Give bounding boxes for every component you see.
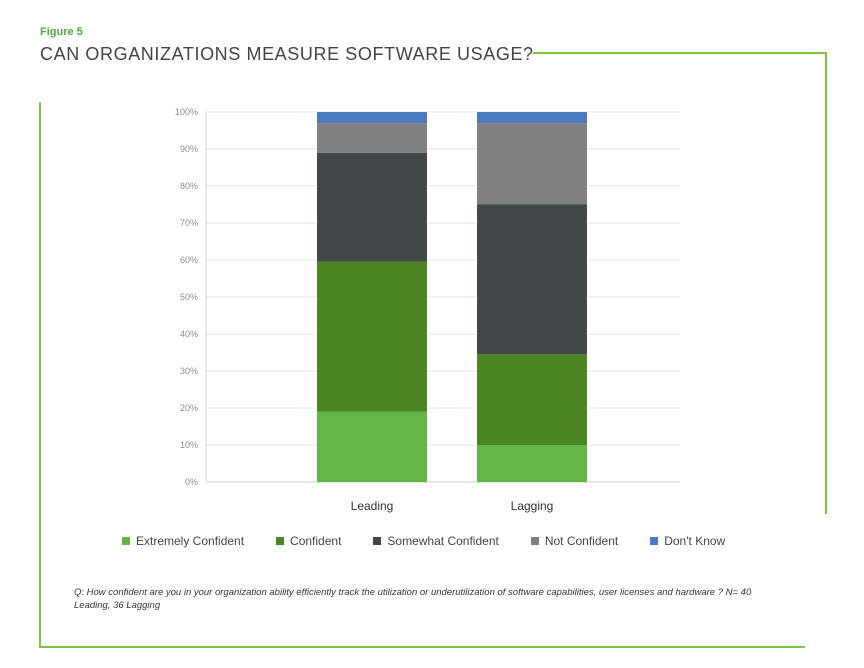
- bar-segment: [317, 112, 427, 124]
- frame-line-bottom: [39, 646, 805, 648]
- y-tick-label: 10%: [180, 440, 198, 450]
- figure-label: Figure 5: [40, 26, 83, 38]
- y-tick-label: 30%: [180, 366, 198, 376]
- legend-swatch: [530, 537, 539, 545]
- bar-segment: [477, 204, 587, 355]
- y-tick-label: 0%: [185, 477, 198, 487]
- legend-label: Somewhat Confident: [387, 534, 499, 548]
- legend-item: Somewhat Confident: [373, 534, 499, 548]
- y-tick-label: 70%: [180, 218, 198, 228]
- legend-label: Not Confident: [544, 534, 619, 548]
- bar-segment: [477, 112, 587, 124]
- chart-legend: Extremely Confident Confident Somewhat Con…: [122, 534, 725, 548]
- footnote: Q: How confident are you in your organiz…: [74, 587, 752, 611]
- legend-swatch: [276, 537, 285, 545]
- legend-label: Confident: [290, 534, 342, 548]
- bar-segment: [317, 261, 427, 412]
- legend-item: Don't Know: [650, 534, 725, 548]
- bar-segment: [317, 123, 427, 153]
- x-tick-label: Lagging: [511, 499, 554, 513]
- legend-swatch: [373, 537, 382, 545]
- legend-label: Extremely Confident: [136, 534, 245, 548]
- bar-segment: [477, 445, 587, 482]
- bar-segment: [477, 354, 587, 445]
- legend-label: Don't Know: [664, 534, 726, 548]
- legend-item: Extremely Confident: [122, 534, 244, 548]
- figure-title: CAN ORGANIZATIONS MEASURE SOFTWARE USAGE…: [40, 44, 534, 64]
- bar-segment: [317, 152, 427, 262]
- legend-swatch: [650, 537, 659, 545]
- bar-segment: [477, 123, 587, 205]
- stacked-bar-chart: 0% 10% 20% 30% 40% 50% 60% 70% 80% 90% 100% Leading…: [175, 107, 680, 513]
- legend-swatch: [122, 537, 130, 545]
- frame-line-top: [533, 52, 827, 54]
- x-tick-label: Leading: [351, 499, 394, 513]
- y-tick-label: 80%: [180, 181, 198, 191]
- frame-line-left: [39, 102, 41, 648]
- y-tick-label: 40%: [180, 329, 198, 339]
- y-tick-label: 90%: [180, 144, 198, 154]
- y-tick-label: 50%: [180, 292, 198, 302]
- y-tick-label: 20%: [180, 403, 198, 413]
- y-tick-label: 100%: [175, 107, 198, 117]
- frame-line-right: [825, 52, 827, 514]
- bar-segment: [317, 411, 427, 482]
- legend-item: Not Confident: [530, 534, 619, 548]
- y-tick-label: 60%: [180, 255, 198, 265]
- legend-item: Confident: [276, 534, 341, 548]
